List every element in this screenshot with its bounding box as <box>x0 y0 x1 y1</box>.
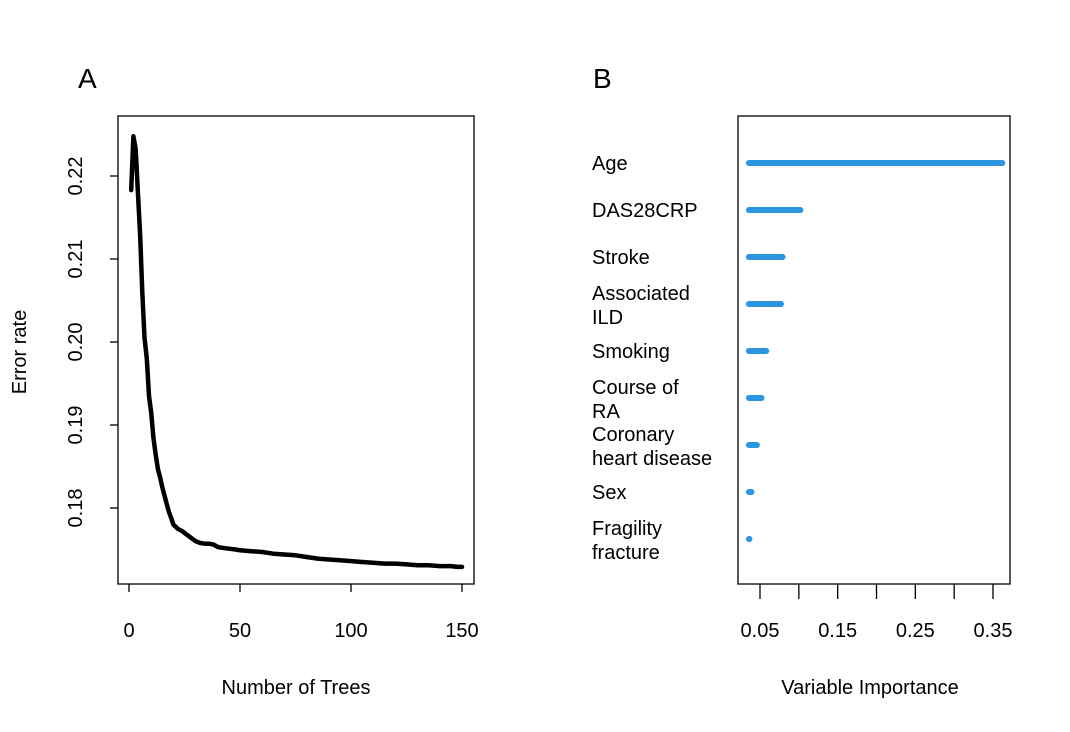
category-label: DAS28CRP <box>592 200 698 222</box>
y-tick-label-a: 0.18 <box>65 489 87 528</box>
category-label: Sex <box>592 482 626 504</box>
category-label: Smoking <box>592 341 670 363</box>
x-tick-label-b: 0.15 <box>818 620 857 642</box>
x-axis-b: 0.05 0.15 0.25 0.35 <box>741 584 1013 642</box>
category-label: Associated <box>592 283 690 305</box>
panel-a-label: A <box>78 63 97 94</box>
y-tick-label-a: 0.21 <box>65 240 87 279</box>
x-tick-label-a: 0 <box>123 620 134 642</box>
category-label: Fragility <box>592 518 662 540</box>
y-axis-a-title: Error rate <box>9 310 31 394</box>
category-label: ILD <box>592 307 623 329</box>
y-tick-label-a: 0.19 <box>65 406 87 445</box>
category-label: heart disease <box>592 448 712 470</box>
category-label: fracture <box>592 542 660 564</box>
x-axis-b-title: Variable Importance <box>781 677 959 699</box>
category-label: RA <box>592 401 620 423</box>
category-label: Coronary <box>592 424 674 446</box>
panel-b-label: B <box>593 63 612 94</box>
category-label: Stroke <box>592 247 650 269</box>
x-tick-label-b: 0.35 <box>974 620 1013 642</box>
y-axis-a: 0.18 0.19 0.20 0.21 0.22 <box>65 157 118 528</box>
error-rate-plot: 0 50 100 150 0.18 0.19 0.20 0.21 0.22 Number of… <box>9 115 479 699</box>
importance-bars <box>745 160 1006 542</box>
x-tick-label-b: 0.25 <box>896 620 935 642</box>
y-tick-label-a: 0.20 <box>65 323 87 362</box>
plot-b-frame <box>737 115 1011 585</box>
x-tick-label-a: 100 <box>334 620 367 642</box>
y-tick-label-a: 0.22 <box>65 157 87 196</box>
category-label: Age <box>592 153 628 175</box>
x-axis-a-title: Number of Trees <box>222 677 371 699</box>
x-axis-a: 0 50 100 150 <box>123 584 479 642</box>
x-tick-label-b: 0.05 <box>741 620 780 642</box>
category-label: Course of <box>592 377 679 399</box>
variable-importance-plot: 0.05 0.15 0.25 0.35 Age DAS28CRP Stroke Associ… <box>592 115 1013 699</box>
x-tick-label-a: 150 <box>445 620 478 642</box>
x-tick-label-a: 50 <box>229 620 251 642</box>
error-rate-line <box>128 133 465 570</box>
plot-a-frame <box>117 115 475 585</box>
